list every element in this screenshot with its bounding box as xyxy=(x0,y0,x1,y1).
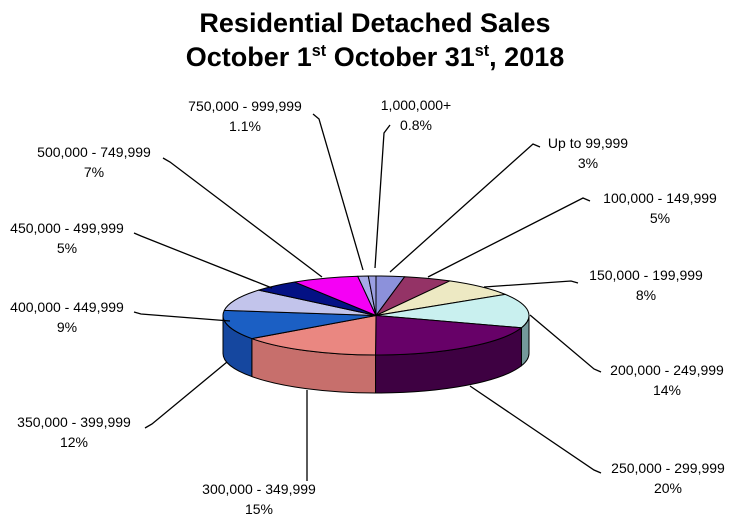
slice-range-label: 150,000 - 199,999 xyxy=(589,267,703,283)
slice-callout-750000-999999: 750,000 - 999,999 1.1% xyxy=(188,96,302,136)
slice-range-label: 350,000 - 399,999 xyxy=(17,414,131,430)
slice-percent-label: 15% xyxy=(244,501,274,517)
pie-slice-250-000-299-999 xyxy=(375,315,522,356)
title-line2-part2: October 31 xyxy=(326,42,475,72)
chart-title: Residential Detached Sales October 1st O… xyxy=(0,6,750,74)
slice-callout-350000-399999: 350,000 - 399,999 12% xyxy=(17,412,131,452)
pie-slice-200-000-249-999 xyxy=(375,293,530,329)
slice-percent-label: 12% xyxy=(59,434,89,450)
title-line2-part3: , 2018 xyxy=(489,42,565,72)
leader-line-200-000-249-999 xyxy=(529,314,602,373)
slice-percent-label: 3% xyxy=(577,155,599,171)
leader-line-450-000-499-999 xyxy=(133,232,273,289)
leader-line-250-000-299-999 xyxy=(469,385,602,474)
leader-line-350-000-399-999 xyxy=(144,361,228,429)
title-superscript-1: st xyxy=(311,42,327,60)
leader-lines xyxy=(133,113,602,481)
slice-range-label: 300,000 - 349,999 xyxy=(202,481,316,497)
chart-title-line2: October 1st October 31st, 2018 xyxy=(0,40,750,74)
pie-side-walls xyxy=(222,315,530,394)
chart-title-line1: Residential Detached Sales xyxy=(199,8,551,38)
slice-callout-400000-449999: 400,000 - 449,999 9% xyxy=(10,297,124,337)
leader-line-up-to-99-999 xyxy=(389,143,541,273)
leader-line-100-000-149-999 xyxy=(427,197,591,278)
pie-slice-1-000-000 xyxy=(367,275,377,316)
slice-range-label: 400,000 - 449,999 xyxy=(10,299,124,315)
pie-top-faces xyxy=(222,275,530,356)
slice-callout-200000-249999: 200,000 - 249,999 14% xyxy=(610,360,724,400)
slice-callout-500000-749999: 500,000 - 749,999 7% xyxy=(37,142,151,182)
slice-range-label: 750,000 - 999,999 xyxy=(188,98,302,114)
pie-slice-300-000-349-999 xyxy=(251,315,377,356)
slice-range-label: 250,000 - 299,999 xyxy=(611,460,725,476)
slice-range-label: 200,000 - 249,999 xyxy=(610,362,724,378)
slice-percent-label: 1.1% xyxy=(229,118,261,134)
slice-range-label: 100,000 - 149,999 xyxy=(603,190,717,206)
leader-line-400-000-449-999 xyxy=(133,311,231,322)
pie-slice-400-000-449-999 xyxy=(223,289,377,316)
slice-percent-label: 20% xyxy=(653,480,683,496)
slice-percent-label: 0.8% xyxy=(400,117,432,133)
title-line2-part1: October 1 xyxy=(185,42,312,72)
leader-line-1-000-000 xyxy=(374,124,391,269)
slice-range-label: Up to 99,999 xyxy=(547,135,629,151)
pie-slice-350-000-399-999 xyxy=(222,309,377,340)
slice-range-label: 1,000,000+ xyxy=(380,97,452,113)
slice-percent-label: 8% xyxy=(635,287,657,303)
slice-callout-1000000-plus: 1,000,000+ 0.8% xyxy=(381,95,451,135)
slice-callout-150000-199999: 150,000 - 199,999 8% xyxy=(589,265,703,305)
slice-callout-250000-299999: 250,000 - 299,999 20% xyxy=(611,458,725,498)
slice-percent-label: 7% xyxy=(83,164,105,180)
slice-percent-label: 9% xyxy=(56,319,78,335)
slice-percent-label: 5% xyxy=(56,240,78,256)
leader-line-150-000-199-999 xyxy=(483,280,579,288)
slice-range-label: 500,000 - 749,999 xyxy=(37,144,151,160)
leader-line-500-000-749-999 xyxy=(162,157,323,278)
slice-callout-450000-499999: 450,000 - 499,999 5% xyxy=(10,218,124,258)
leader-line-750-000-999-999 xyxy=(312,113,364,271)
slice-callout-up-to-99999: Up to 99,999 3% xyxy=(548,133,628,173)
slice-callout-300000-349999: 300,000 - 349,999 15% xyxy=(202,479,316,519)
slice-range-label: 450,000 - 499,999 xyxy=(10,220,124,236)
slice-percent-label: 5% xyxy=(649,210,671,226)
slice-percent-label: 14% xyxy=(652,382,682,398)
slice-callout-100000-149999: 100,000 - 149,999 5% xyxy=(603,188,717,228)
title-superscript-2: st xyxy=(474,42,490,60)
